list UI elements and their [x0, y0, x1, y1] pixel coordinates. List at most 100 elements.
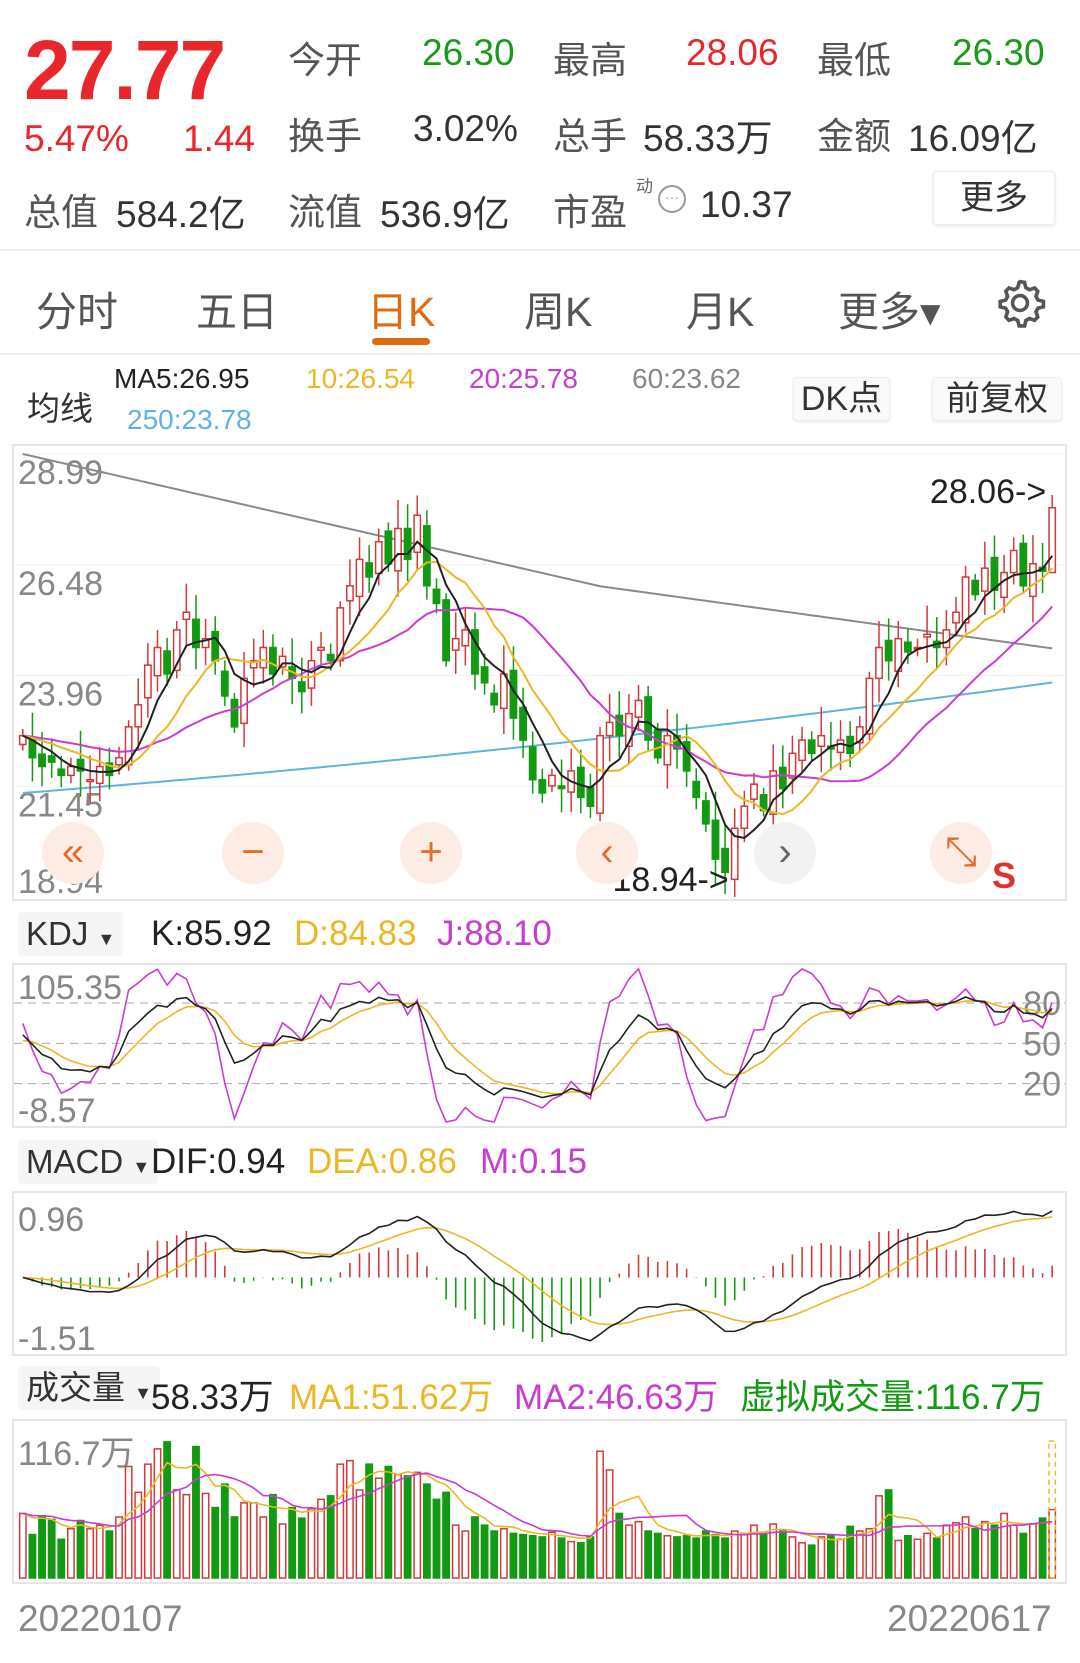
volume-bar: [682, 1534, 691, 1579]
volume-bar: [759, 1532, 768, 1579]
candle: [663, 734, 672, 766]
active-tab-indicator: [372, 338, 430, 345]
volume-bar: [519, 1533, 527, 1579]
candle: [1000, 571, 1009, 599]
ma60-line: [22, 453, 1053, 650]
zoom-out-button[interactable]: −: [222, 822, 284, 884]
y-tick-label: 23.96: [18, 676, 103, 714]
kdj-indicator-select[interactable]: KDJ ▼: [18, 912, 124, 956]
volume-bar: [1029, 1523, 1037, 1579]
candle: [269, 646, 277, 675]
volume-bar: [644, 1530, 653, 1579]
prev-button[interactable]: ‹: [576, 822, 638, 884]
candle: [1009, 549, 1018, 574]
candle: [471, 629, 479, 675]
zoom-in-button[interactable]: +: [400, 822, 462, 884]
volume-bar: [259, 1516, 268, 1579]
more-info-icon[interactable]: ···: [658, 185, 686, 213]
candle: [211, 630, 220, 662]
kdj-d-value: D:84.83: [294, 914, 417, 953]
ma5-value: MA5:26.95: [114, 363, 250, 394]
tab-intraday[interactable]: 分时: [36, 289, 118, 335]
volume-bar: [471, 1516, 479, 1579]
candle: [297, 681, 306, 693]
volume-chart[interactable]: 116.7万: [12, 1419, 1067, 1584]
volume-bar: [913, 1538, 922, 1579]
tab-weekly-k[interactable]: 周K: [524, 289, 593, 335]
volume-bar: [153, 1448, 162, 1579]
tab-monthly-k[interactable]: 月K: [686, 289, 755, 335]
start-date: 20220107: [18, 1598, 183, 1639]
volume-bar: [596, 1450, 604, 1579]
end-date: 20220617: [887, 1598, 1052, 1639]
candle: [240, 677, 249, 725]
candle: [740, 805, 749, 829]
volume-bar: [326, 1495, 335, 1579]
candle: [307, 659, 316, 689]
kdj-chart[interactable]: 80 50 20 105.35 -8.57: [12, 963, 1067, 1130]
volume-bar: [336, 1463, 345, 1579]
candle: [701, 800, 710, 825]
volume-bar: [18, 1512, 27, 1579]
volume-bar: [480, 1524, 489, 1579]
dk-point-button[interactable]: DK点: [793, 377, 890, 421]
s-marker-button[interactable]: S: [992, 855, 1017, 896]
candle: [778, 766, 787, 790]
candle: [278, 655, 287, 668]
candle: [596, 734, 604, 814]
next-button[interactable]: ›: [754, 822, 816, 884]
ma250-value: 250:23.78: [127, 404, 252, 435]
dropdown-arrow-icon: ▼: [132, 1157, 151, 1177]
candle: [548, 774, 556, 787]
volume-bar: [47, 1518, 56, 1579]
macd-chart[interactable]: 0.96 -1.51: [12, 1191, 1067, 1358]
level-label: 50: [1023, 1025, 1061, 1063]
adjust-price-button[interactable]: 前复权: [932, 377, 1062, 421]
tab-more[interactable]: 更多▾: [838, 289, 941, 335]
kdj-j-line: [22, 967, 1053, 1123]
tab-five-day[interactable]: 五日: [196, 289, 278, 335]
virtual-volume-bar: [1048, 1440, 1057, 1579]
macd-indicator-select[interactable]: MACD ▼: [18, 1140, 159, 1184]
candle: [345, 585, 354, 602]
tab-daily-k[interactable]: 日K: [367, 289, 436, 335]
kdj-k-line: [22, 996, 1053, 1099]
candle: [182, 611, 191, 621]
volume-bar: [884, 1489, 893, 1579]
volume-bar: [451, 1524, 460, 1579]
volume-bar: [855, 1530, 864, 1579]
expand-icon[interactable]: ⤡: [930, 822, 992, 884]
candle: [317, 646, 325, 651]
volume-bar: [422, 1483, 431, 1579]
candle: [1019, 542, 1028, 587]
candle: [394, 527, 402, 572]
candle: [942, 629, 951, 649]
volume-bar: [269, 1493, 277, 1579]
ma250-line: [22, 681, 1053, 794]
kdj-j-value: J:88.10: [437, 914, 552, 953]
float-value: 536.9亿: [380, 194, 510, 235]
volume-bar: [769, 1523, 778, 1579]
volume-bar: [576, 1542, 585, 1579]
volume-bar: [394, 1473, 402, 1579]
candle: [413, 514, 422, 554]
volume-bar: [355, 1489, 364, 1579]
ma10-value: 10:26.54: [306, 363, 415, 394]
macd-label: MACD: [26, 1143, 124, 1180]
volume-bar: [673, 1536, 681, 1579]
amount-label: 金额: [817, 116, 891, 157]
macd-dea-line: [22, 1216, 1053, 1326]
more-quote-button[interactable]: 更多: [933, 171, 1055, 225]
candle: [259, 646, 268, 669]
candle: [355, 558, 364, 598]
volume-bar: [297, 1517, 306, 1579]
volume-indicator-select[interactable]: 成交量 ▼: [18, 1366, 160, 1410]
candle: [788, 752, 797, 779]
volume-bar: [461, 1530, 470, 1579]
candle: [461, 629, 470, 647]
vol-ma1-line: [22, 1461, 1053, 1541]
settings-gear-icon[interactable]: [993, 276, 1047, 335]
macd-dif-value: DIF:0.94: [151, 1142, 286, 1181]
scroll-back-button[interactable]: «: [42, 822, 104, 884]
